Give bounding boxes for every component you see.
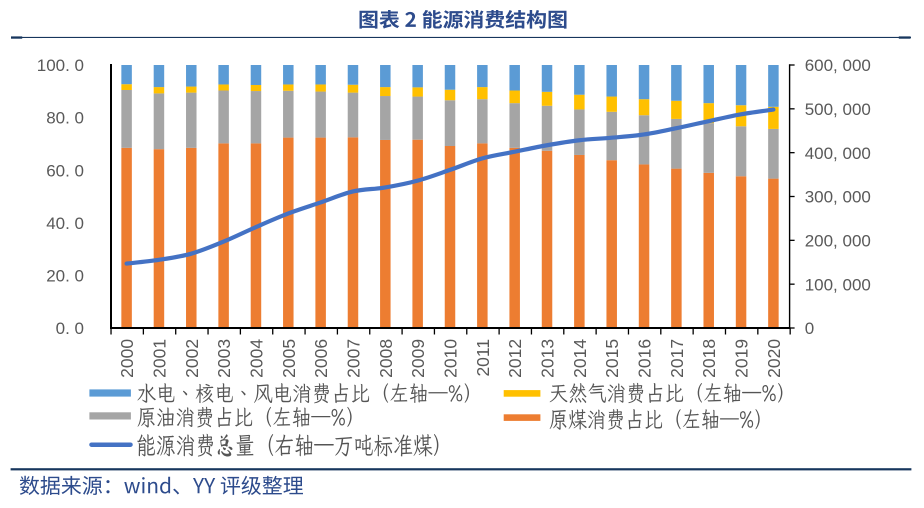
svg-text:2020: 2020: [764, 339, 784, 378]
svg-text:400, 000: 400, 000: [805, 144, 871, 163]
svg-text:0. 0: 0. 0: [56, 319, 84, 338]
svg-text:2003: 2003: [214, 339, 234, 378]
svg-text:2002: 2002: [182, 339, 202, 378]
svg-text:2015: 2015: [602, 339, 622, 378]
svg-text:2001: 2001: [149, 339, 169, 378]
svg-text:2005: 2005: [279, 339, 299, 378]
svg-text:2018: 2018: [699, 339, 719, 378]
svg-text:80. 0: 80. 0: [46, 109, 84, 128]
svg-text:2011: 2011: [473, 339, 493, 377]
svg-text:100. 0: 100. 0: [37, 56, 84, 75]
svg-text:500, 000: 500, 000: [805, 100, 871, 119]
svg-text:2007: 2007: [343, 339, 363, 378]
svg-text:2006: 2006: [311, 339, 331, 378]
svg-text:2013: 2013: [538, 339, 558, 378]
svg-text:100, 000: 100, 000: [805, 275, 871, 294]
svg-text:40. 0: 40. 0: [46, 214, 84, 233]
svg-text:2004: 2004: [246, 339, 266, 378]
svg-text:2019: 2019: [732, 339, 752, 378]
svg-text:60. 0: 60. 0: [46, 161, 84, 180]
svg-text:2012: 2012: [505, 339, 525, 378]
svg-text:2009: 2009: [408, 339, 428, 378]
svg-text:0: 0: [805, 319, 814, 338]
svg-text:2008: 2008: [376, 339, 396, 378]
svg-text:300, 000: 300, 000: [805, 188, 871, 207]
svg-text:600, 000: 600, 000: [805, 56, 871, 75]
svg-text:2010: 2010: [441, 339, 461, 378]
svg-text:20. 0: 20. 0: [46, 267, 84, 286]
svg-text:2016: 2016: [635, 339, 655, 378]
svg-text:2017: 2017: [667, 339, 687, 378]
svg-text:2000: 2000: [117, 339, 137, 378]
svg-text:200, 000: 200, 000: [805, 231, 871, 250]
svg-text:2014: 2014: [570, 339, 590, 378]
